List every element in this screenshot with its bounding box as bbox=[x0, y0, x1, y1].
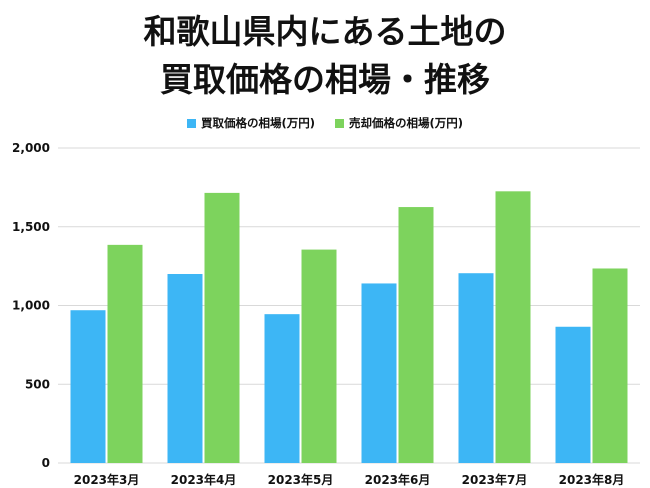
x-tick-label: 2023年3月 bbox=[74, 472, 140, 487]
x-tick-label: 2023年6月 bbox=[365, 472, 431, 487]
chart-title-line-2: 買取価格の相場・推移 bbox=[160, 60, 490, 99]
y-tick-label: 1,500 bbox=[12, 220, 50, 234]
y-tick-label: 1,000 bbox=[12, 299, 50, 313]
chart-title-line-1: 和歌山県内にある土地の bbox=[143, 12, 507, 51]
legend-item-buy: 買取価格の相場(万円) bbox=[186, 115, 315, 131]
legend-label-buy: 買取価格の相場(万円) bbox=[200, 116, 315, 130]
legend-label-sell: 売却価格の相場(万円) bbox=[349, 116, 464, 130]
bar-buy bbox=[458, 273, 494, 463]
bar-sell bbox=[398, 207, 434, 463]
legend-swatch-sell bbox=[335, 118, 344, 128]
legend: 買取価格の相場(万円) 売却価格の相場(万円) bbox=[0, 115, 650, 131]
bar-sell bbox=[204, 192, 240, 463]
y-tick-label: 2,000 bbox=[12, 141, 50, 155]
y-tick-label: 0 bbox=[42, 456, 50, 470]
y-tick-label: 500 bbox=[25, 377, 50, 391]
bar-sell bbox=[495, 191, 531, 463]
bar-buy bbox=[167, 274, 203, 463]
legend-item-sell: 売却価格の相場(万円) bbox=[335, 115, 463, 131]
bar-sell bbox=[301, 249, 337, 463]
legend-swatch-buy bbox=[186, 118, 196, 128]
x-tick-label: 2023年7月 bbox=[462, 472, 528, 487]
bar-sell bbox=[107, 244, 143, 463]
x-tick-label: 2023年8月 bbox=[559, 472, 625, 487]
bar-buy bbox=[361, 283, 397, 463]
bar-sell bbox=[592, 268, 628, 463]
bar-buy bbox=[555, 326, 591, 463]
bar-buy bbox=[70, 310, 106, 463]
x-tick-label: 2023年4月 bbox=[171, 472, 237, 487]
bar-buy bbox=[264, 314, 300, 463]
x-tick-label: 2023年5月 bbox=[268, 472, 334, 487]
